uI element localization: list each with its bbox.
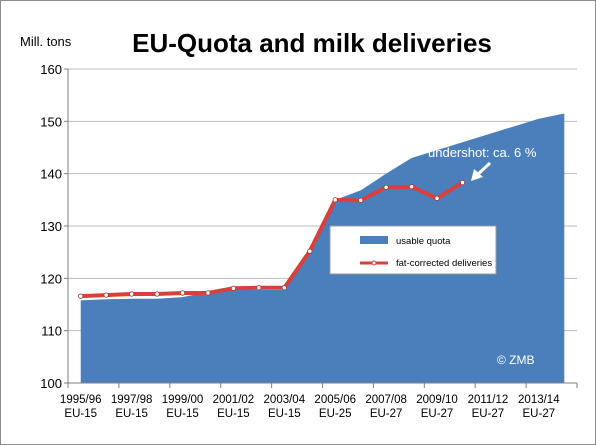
deliveries-point [307,248,313,254]
area-usable-quota [80,113,565,383]
x-tick-label-period: 2009/10 [416,394,458,406]
y-tick-label: 120 [40,271,62,286]
x-tick-label-region: EU-15 [268,408,301,420]
x-tick-label-region: EU-15 [115,408,148,420]
y-tick-label: 100 [40,376,62,391]
x-tick-label-period: 1997/98 [111,394,153,406]
deliveries-point [129,291,135,297]
x-tick-label-region: EU-27 [472,408,505,420]
deliveries-point [358,197,364,203]
x-tick-label-region: EU-27 [421,408,454,420]
legend-swatch-quota [360,236,388,244]
legend-label-quota: usable quota [396,236,451,247]
x-tick-label-period: 1999/00 [162,394,204,406]
y-tick-label: 160 [40,62,62,77]
deliveries-point [205,290,211,296]
y-tick-label: 130 [40,219,62,234]
legend-label-deliveries: fat-corrected deliveries [396,258,492,269]
deliveries-point [230,285,237,291]
deliveries-point [434,195,440,201]
deliveries-point [281,285,287,291]
deliveries-point [179,290,186,296]
x-tick-label-period: 2013/14 [518,394,560,406]
x-tick-label-period: 2005/06 [314,394,356,406]
y-tick-label: 140 [40,167,62,182]
quota-area-layer [80,113,565,383]
x-tick-label-region: EU-15 [217,408,250,420]
chart-title: EU-Quota and milk deliveries [132,28,492,58]
y-axis-label: Mill. tons [20,34,72,49]
legend-marker-deliveries [371,260,377,266]
y-tick-label: 150 [40,114,62,129]
x-tick-label-period: 2007/08 [365,394,407,406]
x-tick-label-region: EU-15 [64,408,97,420]
legend-box [329,225,497,275]
undershot-annotation: undershot: ca. 6 % [428,145,537,160]
y-tick-label: 110 [41,324,62,339]
deliveries-point [459,179,466,186]
annotations: undershot: ca. 6 % © ZMB [428,145,537,367]
deliveries-point [78,293,84,299]
copyright-annotation: © ZMB [497,353,535,367]
deliveries-point [256,285,262,291]
line-fat-corrected-deliveries [78,180,465,299]
deliveries-point [154,291,160,297]
x-tick-label-region: EU-25 [319,408,352,420]
legend: usable quota fat-corrected deliveries [329,225,497,275]
x-tick-label-region: EU-15 [166,408,199,420]
x-tick-label-period: 1995/96 [60,394,102,406]
deliveries-line-layer [78,179,466,299]
deliveries-point [383,184,389,190]
x-tick-label-period: 2001/02 [213,394,255,406]
deliveries-point [408,184,415,190]
deliveries-point [103,292,109,298]
x-tick-label-period: 2003/04 [264,394,306,406]
axes: 100 110 120 130 140 150 160 1995/96 EU-15 1997/98… [40,62,578,420]
x-tick-label-region: EU-27 [523,408,556,420]
deliveries-point [332,197,338,203]
x-tick-label-period: 2011/12 [468,394,509,406]
arrow-icon [471,161,492,181]
x-tick-label-region: EU-27 [370,408,403,420]
